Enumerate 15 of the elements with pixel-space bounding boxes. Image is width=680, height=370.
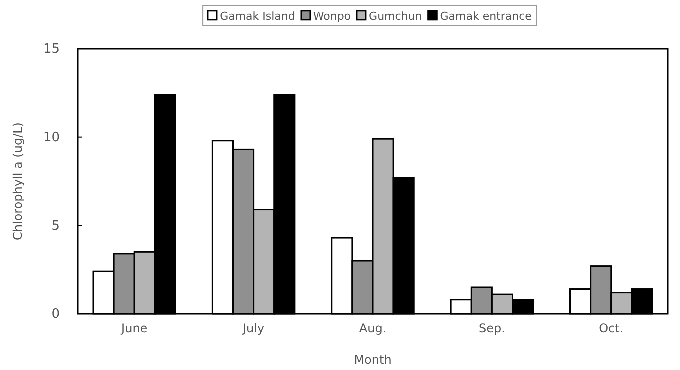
legend-label: Gamak entrance — [440, 10, 532, 23]
y-tick-label: 15 — [43, 42, 60, 58]
x-tick-label: Aug. — [359, 322, 387, 336]
y-tick-label: 0 — [52, 307, 60, 322]
legend-label: Gumchun — [369, 10, 422, 23]
y-axis-title: Chlorophyll a (ug/L) — [11, 122, 25, 240]
x-axis-title: Month — [354, 353, 392, 367]
x-tick-label: July — [242, 322, 265, 336]
legend-label: Gamak Island — [220, 10, 296, 23]
y-tick-label: 5 — [52, 218, 60, 234]
x-tick-label: Sep. — [478, 322, 506, 336]
x-tick-label: Oct. — [599, 322, 624, 336]
legend-label: Wonpo — [313, 10, 352, 23]
y-tick-label: 10 — [43, 130, 60, 146]
x-tick-label: June — [120, 322, 148, 336]
